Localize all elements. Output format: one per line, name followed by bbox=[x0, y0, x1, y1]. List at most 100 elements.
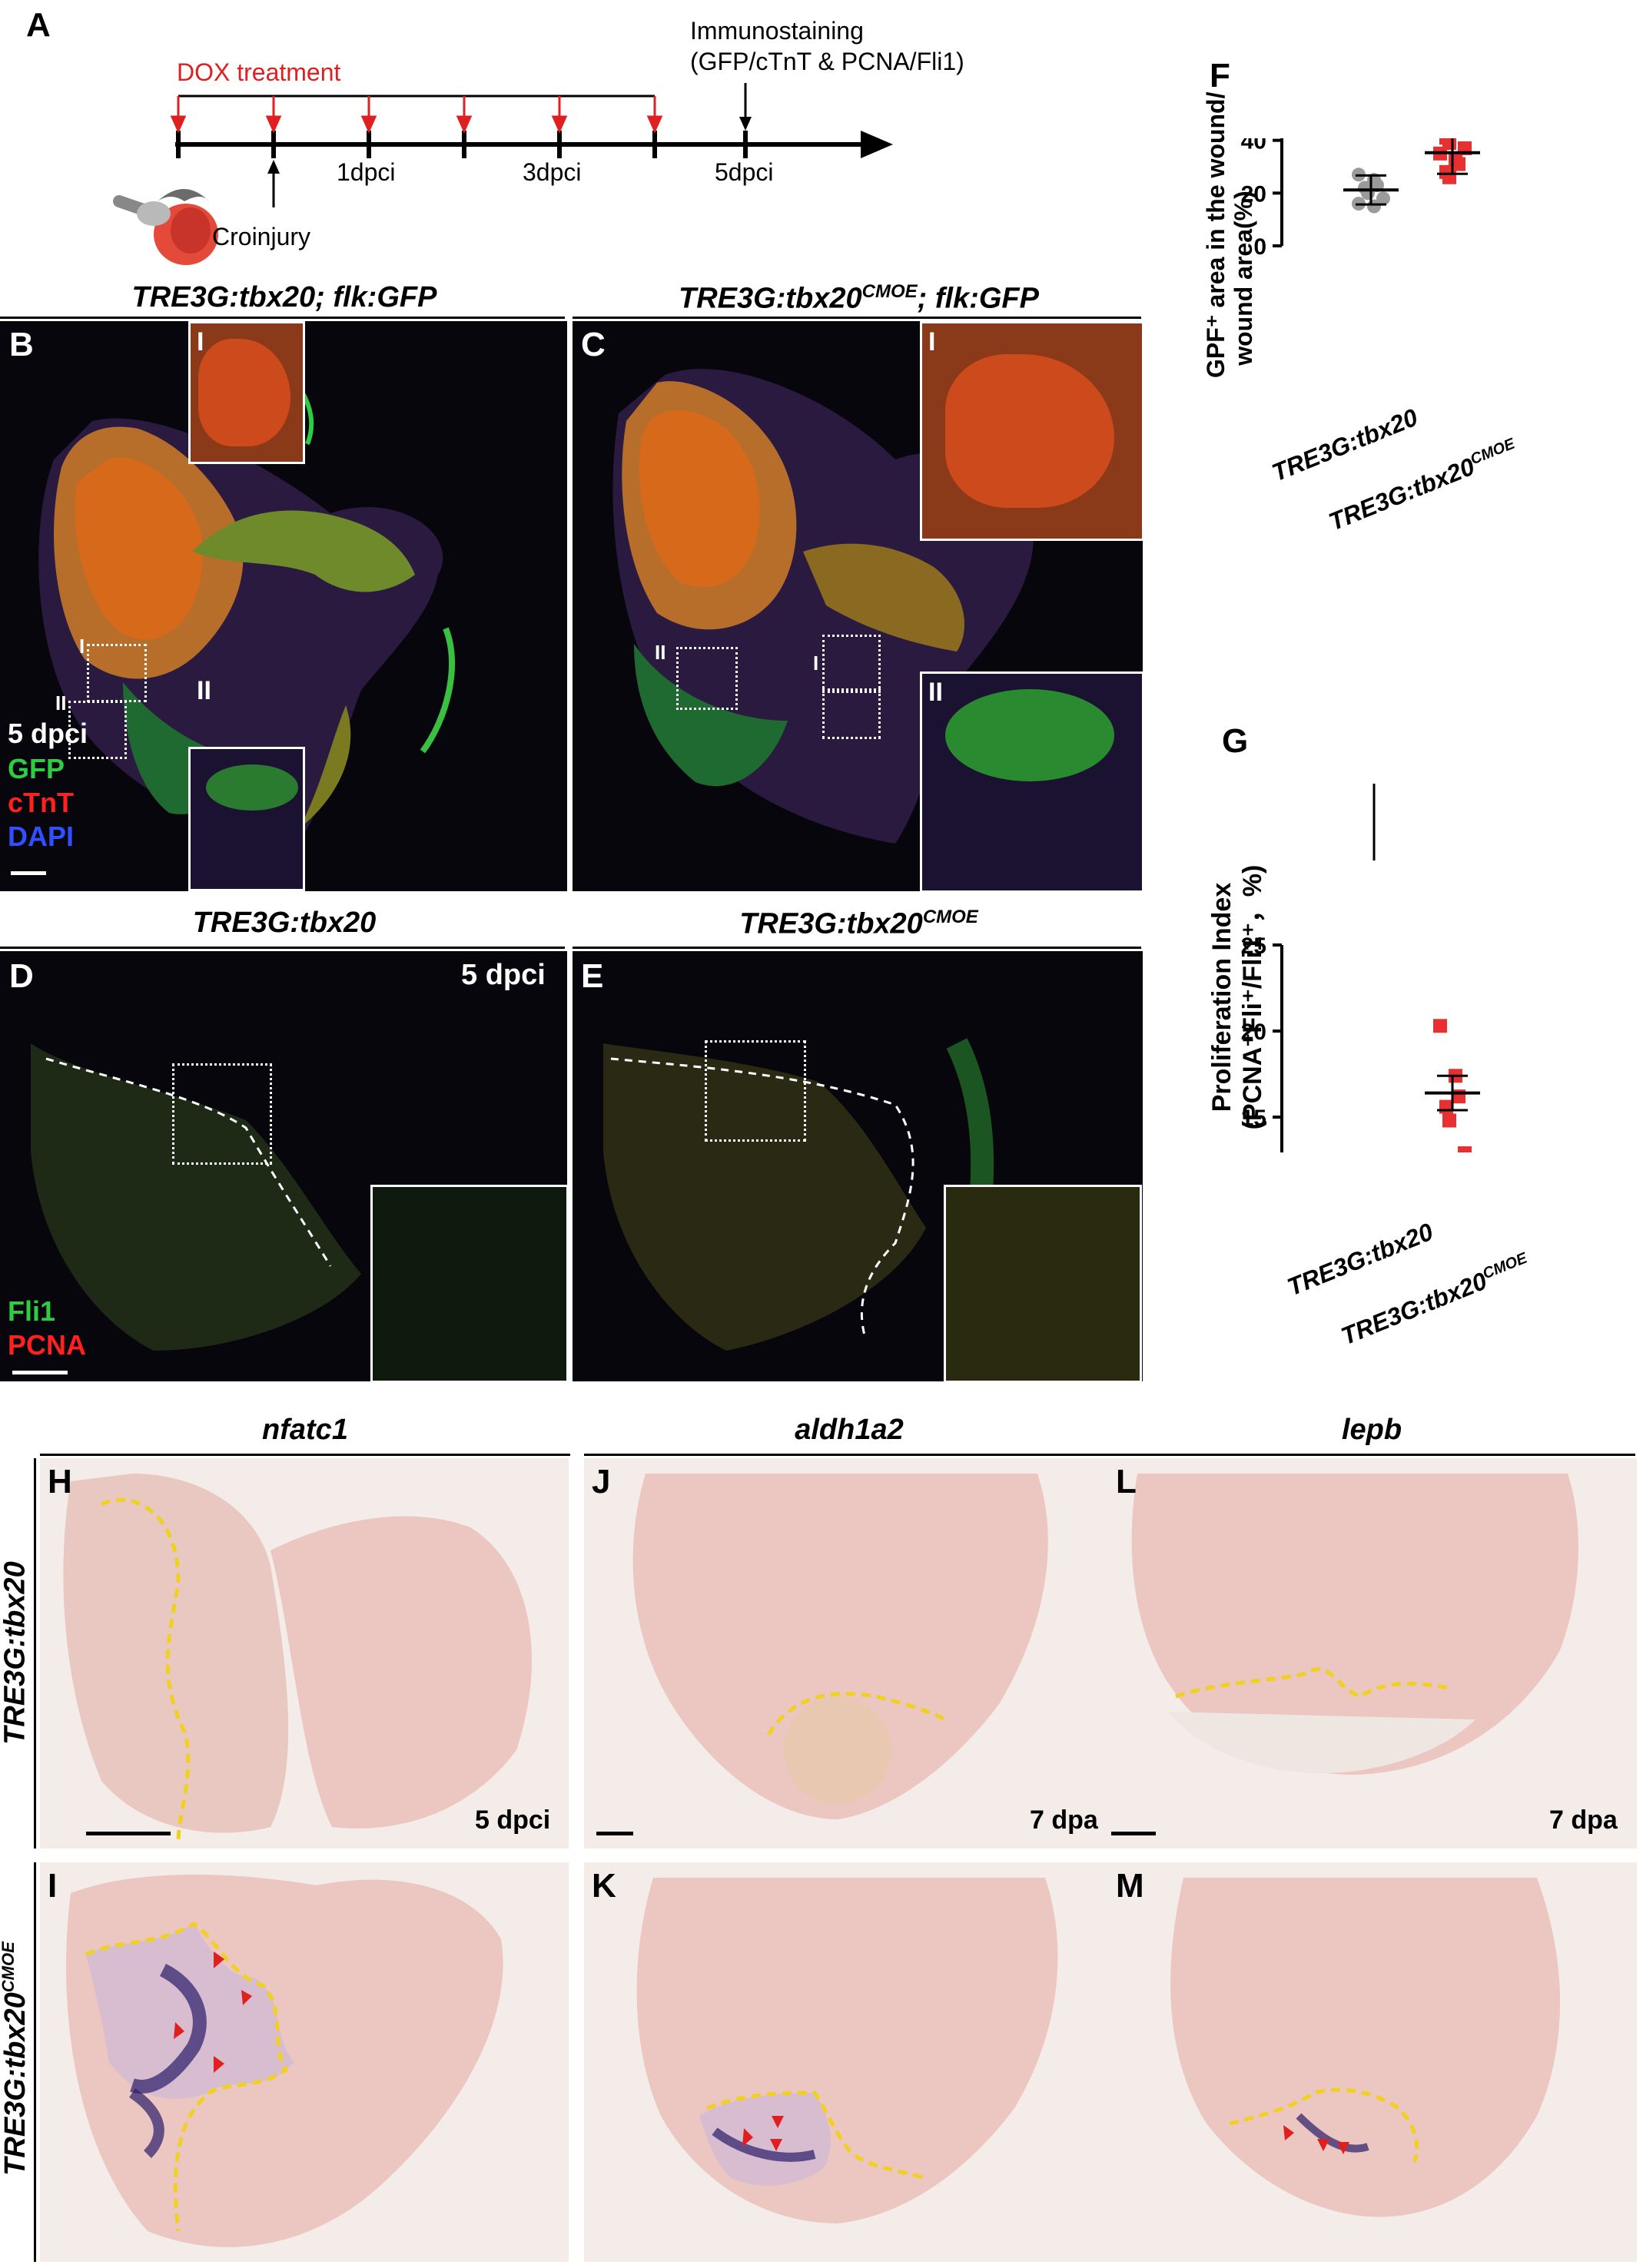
panel-label-i: I bbox=[48, 1867, 58, 1905]
tick-label-1dpci: 1dpci bbox=[337, 158, 396, 186]
panel-label-e: E bbox=[581, 957, 604, 995]
chart-f: 0204060*** bbox=[1241, 138, 1480, 260]
chart-f-ylabel: GPF⁺ area in the wound/ wound area(%) bbox=[1202, 91, 1257, 378]
data-point bbox=[1458, 1146, 1472, 1152]
panel-label-d: D bbox=[9, 957, 34, 995]
panel-label-l: L bbox=[1116, 1463, 1137, 1500]
inset-b-ii-label: II bbox=[197, 676, 211, 705]
immunostaining-targets-label: (GFP/cTnT & PCNA/Fli1) bbox=[690, 48, 964, 75]
header-d-rule bbox=[0, 947, 565, 949]
y-tick-label: 0 bbox=[1253, 234, 1266, 260]
gene-header-aldh1a2: aldh1a2 bbox=[795, 1414, 904, 1446]
scale-bar-j bbox=[596, 1832, 633, 1835]
legend-fli1: Fli1 bbox=[8, 1295, 56, 1327]
panel-label-h: H bbox=[48, 1463, 72, 1500]
panel-label-c: C bbox=[581, 326, 606, 363]
gene-rule-lepb bbox=[1105, 1454, 1635, 1456]
roi-box-b-i bbox=[87, 644, 147, 702]
panel-label-k: K bbox=[592, 1867, 616, 1905]
tick-label-5dpci: 5dpci bbox=[715, 158, 774, 186]
panel-label-f: F bbox=[1210, 57, 1230, 94]
data-point bbox=[1433, 1019, 1447, 1033]
legend-ctnt: cTnT bbox=[8, 787, 74, 818]
panel-label-a: A bbox=[26, 6, 51, 44]
y-tick-label: 25 bbox=[1241, 933, 1266, 959]
header-e-rule bbox=[573, 947, 1141, 949]
inset-c-ii bbox=[920, 671, 1144, 893]
header-b: TRE3G:tbx20; flk:GFP bbox=[131, 281, 437, 313]
y-tick-label: 15 bbox=[1241, 1106, 1266, 1131]
data-point bbox=[1442, 170, 1456, 184]
inset-c-i-label: I bbox=[928, 327, 936, 356]
inset-b-i bbox=[188, 321, 305, 464]
scale-bar-d bbox=[12, 1371, 68, 1374]
roi-box-d bbox=[172, 1063, 272, 1165]
gene-rule-aldh1a2 bbox=[584, 1454, 1114, 1456]
roi-box-e bbox=[705, 1040, 806, 1142]
scale-bar-h bbox=[86, 1832, 171, 1835]
legend-gfp: GFP bbox=[8, 753, 65, 784]
header-c: TRE3G:tbx20CMOE; flk:GFP bbox=[679, 281, 1039, 315]
time-label-d: 5 dpci bbox=[461, 959, 546, 991]
row-label-tbx20: TRE3G:tbx20 bbox=[0, 1561, 32, 1745]
legend-time-b: 5 dpci bbox=[8, 718, 88, 749]
row-rule-top bbox=[34, 1458, 36, 1849]
roi-label-b-ii: II bbox=[55, 691, 67, 715]
row-rule-bottom bbox=[34, 1862, 36, 2262]
data-point bbox=[1452, 157, 1465, 171]
time-label-l: 7 dpa bbox=[1549, 1805, 1618, 1835]
inset-c-i bbox=[920, 321, 1144, 541]
panel-label-j: J bbox=[592, 1463, 611, 1500]
y-tick-label: 20 bbox=[1241, 1020, 1266, 1045]
ish-panel-h bbox=[40, 1458, 569, 1849]
roi-label-b-i: I bbox=[79, 635, 85, 658]
scale-bar-l bbox=[1111, 1832, 1156, 1835]
data-point bbox=[1439, 1099, 1453, 1114]
roi-label-c-ii: II bbox=[655, 641, 666, 664]
significance-bracket bbox=[1372, 784, 1376, 860]
legend-dapi: DAPI bbox=[8, 821, 75, 852]
data-point bbox=[1442, 1113, 1456, 1128]
ish-panel-m bbox=[1107, 1862, 1637, 2262]
timeline-diagram bbox=[113, 83, 893, 265]
inset-e bbox=[944, 1185, 1142, 1383]
tick-label-3dpci: 3dpci bbox=[523, 158, 582, 186]
roi-label-c-i: I bbox=[813, 652, 819, 675]
chart-f-xlabel-0: TRE3G:tbx20 bbox=[1268, 403, 1422, 487]
row-label-tbx20-cmoe: TRE3G:tbx20CMOE bbox=[0, 1941, 32, 2176]
gene-header-nfatc1: nfatc1 bbox=[262, 1414, 348, 1446]
inset-b-ii bbox=[188, 747, 305, 891]
y-tick-label: 40 bbox=[1241, 138, 1266, 154]
panel-label-b: B bbox=[9, 326, 34, 363]
data-point bbox=[1376, 191, 1390, 206]
roi-box-b-ii bbox=[68, 701, 127, 759]
ish-panel-i bbox=[40, 1862, 569, 2262]
roi-box-c-ii bbox=[676, 647, 738, 710]
roi-box-c-i bbox=[822, 635, 881, 693]
legend-pcna: PCNA bbox=[8, 1329, 87, 1361]
cryoinjury-label: Croinjury bbox=[212, 223, 311, 250]
chart-g-ylabel: Proliferation Index (PCNA⁺Fli⁺/Fli1⁺，%) bbox=[1207, 864, 1267, 1130]
inset-b-i-label: I bbox=[197, 327, 204, 356]
header-e: TRE3G:tbx20CMOE bbox=[739, 907, 978, 940]
header-d: TRE3G:tbx20 bbox=[192, 907, 377, 939]
gene-rule-nfatc1 bbox=[40, 1454, 570, 1456]
ish-panel-k bbox=[584, 1862, 1113, 2262]
time-label-j: 7 dpa bbox=[1030, 1805, 1098, 1835]
header-b-rule bbox=[0, 317, 565, 319]
y-tick-label: 20 bbox=[1241, 181, 1266, 207]
dox-treatment-label: DOX treatment bbox=[177, 58, 341, 86]
immunostaining-label: Immunostaining bbox=[690, 17, 864, 45]
chart-g-xlabel-0: TRE3G:tbx20 bbox=[1283, 1217, 1437, 1301]
time-label-h: 5 dpci bbox=[475, 1805, 551, 1835]
data-point bbox=[1367, 199, 1381, 214]
panel-label-g: G bbox=[1222, 722, 1249, 760]
data-point bbox=[1361, 186, 1375, 201]
roi-box-c-i-lower bbox=[822, 688, 881, 739]
header-c-rule bbox=[573, 317, 1141, 319]
chart-g: 0510152025*** bbox=[1241, 784, 1480, 1152]
ish-panel-l bbox=[1107, 1458, 1637, 1849]
scale-bar-b bbox=[11, 871, 46, 875]
inset-d bbox=[370, 1185, 569, 1383]
ish-panel-j bbox=[584, 1458, 1113, 1849]
